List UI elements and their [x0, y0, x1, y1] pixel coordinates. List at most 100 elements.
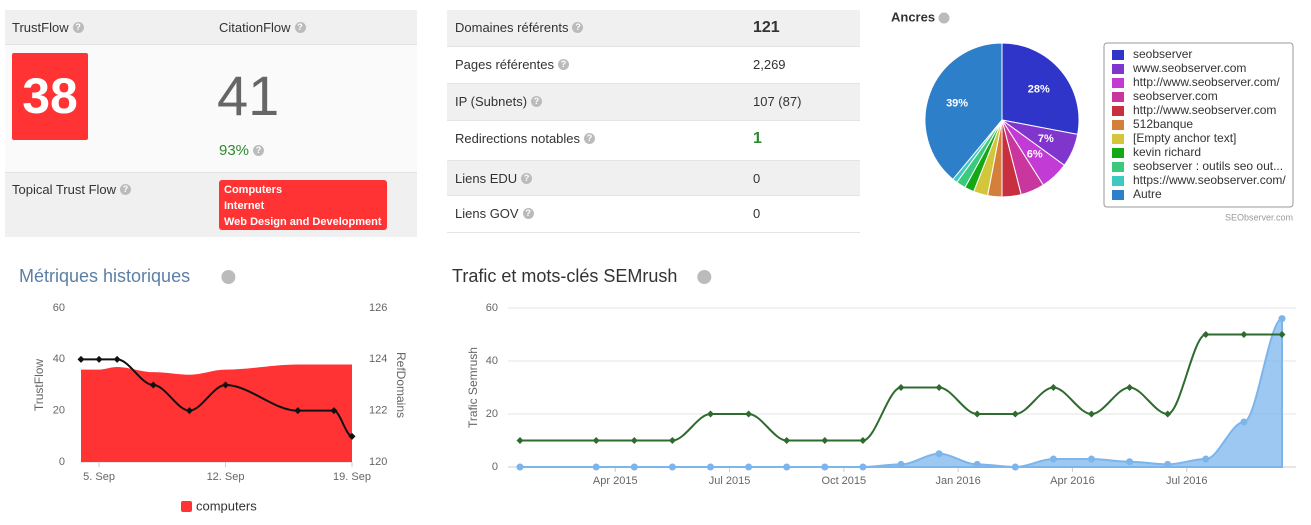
legend-swatch [181, 501, 192, 512]
table-row: Domaines référents 121 [447, 10, 860, 47]
legend-label: kevin richard [1133, 145, 1201, 159]
legend-swatch [1112, 190, 1124, 200]
legend-swatch [1112, 78, 1124, 88]
table-row: IP (Subnets) 107 (87) [447, 84, 860, 121]
y-tick-label: 0 [59, 456, 65, 468]
point [745, 410, 753, 418]
y-axis-title: TrustFlow [32, 359, 46, 412]
point [821, 463, 829, 471]
point [1202, 331, 1210, 338]
topic-tag: Computers Internet Web Design and Develo… [219, 180, 387, 230]
credit: SEObserver.com [1225, 212, 1293, 222]
legend-swatch [1112, 148, 1124, 158]
legend-label: computers [196, 498, 257, 513]
point [935, 450, 943, 458]
point [77, 355, 85, 363]
slice-label: 39% [946, 98, 968, 110]
table-row: Redirections notables 1 [447, 121, 860, 161]
y2-tick-label: 122 [369, 405, 387, 417]
point [1088, 455, 1095, 463]
row-label: IP (Subnets) [455, 94, 528, 109]
help-icon [938, 12, 950, 24]
y-tick-label: 60 [53, 302, 65, 314]
row-value: 121 [753, 19, 780, 36]
y2-tick-label: 120 [369, 456, 387, 468]
legend-label: seobserver.com [1133, 89, 1218, 103]
point [859, 463, 867, 471]
point [113, 355, 121, 363]
legend-label: [Empty anchor text] [1133, 131, 1236, 145]
point [821, 437, 829, 444]
legend-label: http://www.seobserver.com [1133, 103, 1276, 117]
legend-label: https://www.seobserver.com/ [1133, 173, 1286, 187]
point [783, 463, 791, 471]
point [1240, 331, 1248, 338]
chart-title: Ancres [891, 9, 935, 24]
row-label-wrap: Domaines référents [455, 20, 584, 35]
point [1278, 331, 1286, 338]
y-tick-label: 20 [53, 405, 65, 417]
point [707, 463, 714, 471]
row-label: Pages référentes [455, 57, 555, 72]
row-label: Liens GOV [455, 206, 519, 221]
y-tick-label: 60 [486, 302, 498, 314]
point [516, 437, 524, 444]
y2-tick-label: 124 [369, 353, 387, 365]
point [897, 384, 905, 391]
point [592, 437, 600, 444]
citation-flow-label: CitationFlow [219, 20, 306, 35]
x-tick-label: Jul 2015 [709, 475, 751, 487]
area [519, 317, 1283, 469]
legend-swatch [1112, 50, 1124, 60]
slice-label: 7% [1038, 133, 1054, 145]
table-row: Liens EDU 0 [447, 161, 860, 196]
point [1011, 410, 1019, 418]
point [668, 437, 676, 444]
row-label-wrap: Liens GOV [455, 206, 534, 221]
row-label-wrap: Liens EDU [455, 171, 533, 186]
x-tick-label: 19. Sep [333, 471, 371, 483]
legend-swatch [1112, 134, 1124, 144]
row-label-wrap: Redirections notables [455, 131, 596, 146]
x-tick-label: 12. Sep [207, 471, 245, 483]
trust-flow-label: TrustFlow [12, 20, 84, 35]
y-axis-title: Trafic Semrush [466, 347, 480, 428]
point [783, 437, 791, 444]
legend-label: Autre [1133, 187, 1162, 201]
legend-label: seobserver : outils seo out... [1133, 159, 1283, 173]
point [897, 460, 905, 468]
point [294, 407, 302, 415]
point [330, 407, 338, 415]
topic: Computers [224, 184, 283, 196]
point [859, 437, 867, 444]
point [630, 437, 638, 444]
y2-axis-title: RefDomains [394, 352, 408, 418]
point [1088, 410, 1095, 418]
point [185, 407, 193, 415]
row-label-wrap: IP (Subnets) [455, 94, 543, 109]
point [348, 432, 356, 440]
slice-label: 6% [1027, 149, 1043, 161]
point [1126, 458, 1134, 466]
label: Topical Trust Flow [12, 182, 117, 197]
point [1202, 455, 1210, 463]
ratio-value: 93% [219, 142, 250, 159]
x-tick-label: Oct 2015 [822, 475, 867, 487]
legend-label: seobserver [1133, 47, 1192, 61]
point [668, 463, 676, 471]
topical-label: Topical Trust Flow [12, 182, 132, 197]
row-value: 0 [753, 171, 761, 186]
help-icon [221, 270, 236, 284]
topic: Web Design and Development [224, 216, 382, 228]
slice-label: 28% [1028, 83, 1050, 95]
point [1164, 410, 1172, 418]
row-label: Liens EDU [455, 171, 518, 186]
row-value: 107 (87) [753, 94, 802, 109]
legend-swatch [1112, 162, 1124, 172]
legend-label: 512banque [1133, 117, 1193, 131]
trust-panel: TrustFlow CitationFlow 38 41 93% Topical… [5, 10, 417, 237]
point [1278, 315, 1286, 323]
legend-swatch [1112, 106, 1124, 116]
legend-box [1103, 42, 1294, 208]
